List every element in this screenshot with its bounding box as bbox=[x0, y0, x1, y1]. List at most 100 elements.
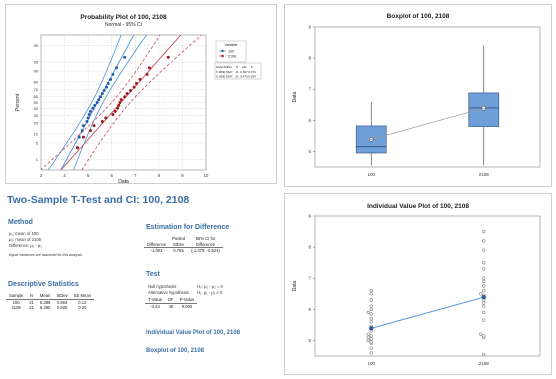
stats-cell: 0.264 bbox=[248, 75, 256, 79]
data-point-2108 bbox=[482, 289, 486, 293]
table-cell: 0.563 bbox=[56, 299, 68, 305]
y-tick-label: 70 bbox=[34, 87, 39, 92]
table-cell: 21 bbox=[29, 299, 34, 305]
chart-title: Boxplot of 100, 2108 bbox=[387, 13, 450, 20]
table-cell: 5.389 bbox=[39, 299, 51, 305]
y-tick-label: 6 bbox=[308, 307, 311, 312]
boxplot-panel: Boxplot of 100, 2108 5 6 7 8 9 Data 100 2108 bbox=[284, 4, 552, 187]
test-heading: Test bbox=[146, 271, 160, 278]
desc-col-mean: Mean bbox=[36, 293, 54, 300]
test-col-df: DF bbox=[165, 297, 177, 304]
y-tick-label: 5 bbox=[308, 338, 311, 343]
y-tick-label: 95 bbox=[34, 60, 39, 65]
x-tick-label: 5 bbox=[87, 173, 90, 178]
y-tick-label: 5 bbox=[36, 140, 39, 145]
table-row: 2108 21 6.390 0.925 0.20 bbox=[6, 305, 94, 311]
legend-marker-100 bbox=[221, 49, 224, 53]
data-point-100 bbox=[100, 92, 104, 96]
mean-connect-line bbox=[371, 107, 484, 140]
data-point-2108 bbox=[81, 135, 85, 139]
data-point-2108 bbox=[119, 98, 123, 102]
table-cell: 21 bbox=[29, 305, 34, 310]
x-tick-label: 10 bbox=[204, 173, 209, 178]
data-point-2108 bbox=[118, 101, 122, 104]
y-tick-label: 5 bbox=[308, 149, 311, 154]
data-point-2108 bbox=[482, 267, 486, 271]
link-individual-value-plot[interactable]: Individual Value Plot of 100, 2108 bbox=[146, 330, 241, 336]
y-tick-label: 30 bbox=[34, 113, 39, 118]
data-point-100 bbox=[97, 98, 101, 102]
data-point-2108 bbox=[132, 85, 136, 89]
data-point-100 bbox=[106, 81, 110, 85]
data-point-100 bbox=[85, 120, 89, 124]
test-col-pvalue: P-Value bbox=[176, 297, 198, 304]
y-tick-label: 7 bbox=[308, 87, 311, 92]
table-cell: 2108 bbox=[11, 305, 21, 310]
table-cell: 0.12 bbox=[78, 299, 87, 305]
table-cell: 0.765 bbox=[173, 248, 184, 253]
data-point-2108 bbox=[92, 124, 96, 128]
x-tick-label: 8 bbox=[158, 173, 161, 178]
method-line-3: Difference: μ₁ - μ₂ bbox=[9, 243, 42, 248]
stats-header: StDev bbox=[224, 65, 233, 69]
null-hypothesis-label: Null hypothesis bbox=[148, 284, 177, 289]
x-tick-label: 2108 bbox=[479, 172, 490, 177]
table-cell: 0.20 bbox=[78, 305, 87, 310]
data-point-2108 bbox=[138, 77, 142, 81]
data-point-100 bbox=[87, 112, 91, 116]
y-tick-label: 80 bbox=[34, 79, 39, 84]
data-point-2108 bbox=[482, 334, 486, 338]
data-point-100 bbox=[366, 338, 370, 343]
data-point-100 bbox=[369, 317, 373, 321]
desc-stats-table: Sample N Mean StDev SE Mean 100 21 5.389… bbox=[6, 293, 94, 311]
y-tick-label: 60 bbox=[34, 94, 39, 99]
table-cell: (-1.479, -0.524) bbox=[191, 248, 220, 253]
data-point-100 bbox=[86, 116, 90, 120]
data-point-2108 bbox=[76, 146, 80, 150]
stats-cell: 21 bbox=[235, 75, 239, 79]
table-row: -1.001 0.765 (-1.479, -0.524) bbox=[144, 248, 223, 254]
data-point-100 bbox=[91, 106, 95, 110]
stats-cell: 21 bbox=[235, 70, 239, 74]
legend-label-2108: 2108 bbox=[228, 54, 236, 58]
data-point-100 bbox=[369, 351, 373, 355]
table-cell: 6.390 bbox=[39, 305, 51, 310]
y-tick-label: 9 bbox=[308, 214, 311, 219]
mean-marker bbox=[481, 295, 486, 300]
data-point-2108 bbox=[147, 66, 151, 70]
data-point-2108 bbox=[482, 229, 486, 234]
stats-cell: 0.074 bbox=[248, 70, 256, 74]
stats-cell: 0.5627 bbox=[223, 70, 233, 74]
data-point-2108 bbox=[482, 239, 486, 243]
data-point-100 bbox=[366, 335, 370, 339]
y-axis-label: Percent bbox=[15, 93, 21, 111]
desc-col-semean: SE Mean bbox=[70, 293, 94, 300]
data-point-100 bbox=[369, 298, 373, 302]
stats-cell: 6.390 bbox=[216, 75, 224, 79]
legend-title: Variable bbox=[225, 43, 238, 47]
method-heading: Method bbox=[8, 219, 33, 226]
plot-area bbox=[314, 26, 541, 168]
data-point-100 bbox=[366, 310, 370, 315]
table-cell: 100 bbox=[12, 299, 20, 305]
data-point-100 bbox=[369, 346, 373, 350]
data-point-2108 bbox=[166, 55, 170, 59]
data-point-2108 bbox=[482, 248, 486, 252]
table-row: 100 21 5.389 0.563 0.12 bbox=[6, 299, 94, 305]
data-point-2108 bbox=[482, 318, 486, 322]
data-point-2108 bbox=[482, 352, 486, 357]
data-point-2108 bbox=[482, 284, 486, 288]
data-point-2108 bbox=[482, 304, 486, 308]
link-boxplot[interactable]: Boxplot of 100, 2108 bbox=[146, 348, 205, 354]
stats-header: N bbox=[236, 65, 238, 69]
data-point-100 bbox=[105, 85, 109, 89]
y-tick-label: 8 bbox=[308, 245, 311, 250]
method-line-2: μ₂: mean of 2108 bbox=[9, 237, 41, 242]
probability-plot-panel: Probability Plot of 100, 2108 Normal - 95… bbox=[5, 4, 277, 185]
table-cell: 40 bbox=[168, 303, 174, 309]
data-point-2108 bbox=[125, 92, 129, 96]
alt-hypothesis-label: Alternative hypothesis bbox=[148, 290, 189, 295]
stats-cell: 0.607 bbox=[240, 70, 248, 74]
data-point-100 bbox=[369, 304, 373, 308]
